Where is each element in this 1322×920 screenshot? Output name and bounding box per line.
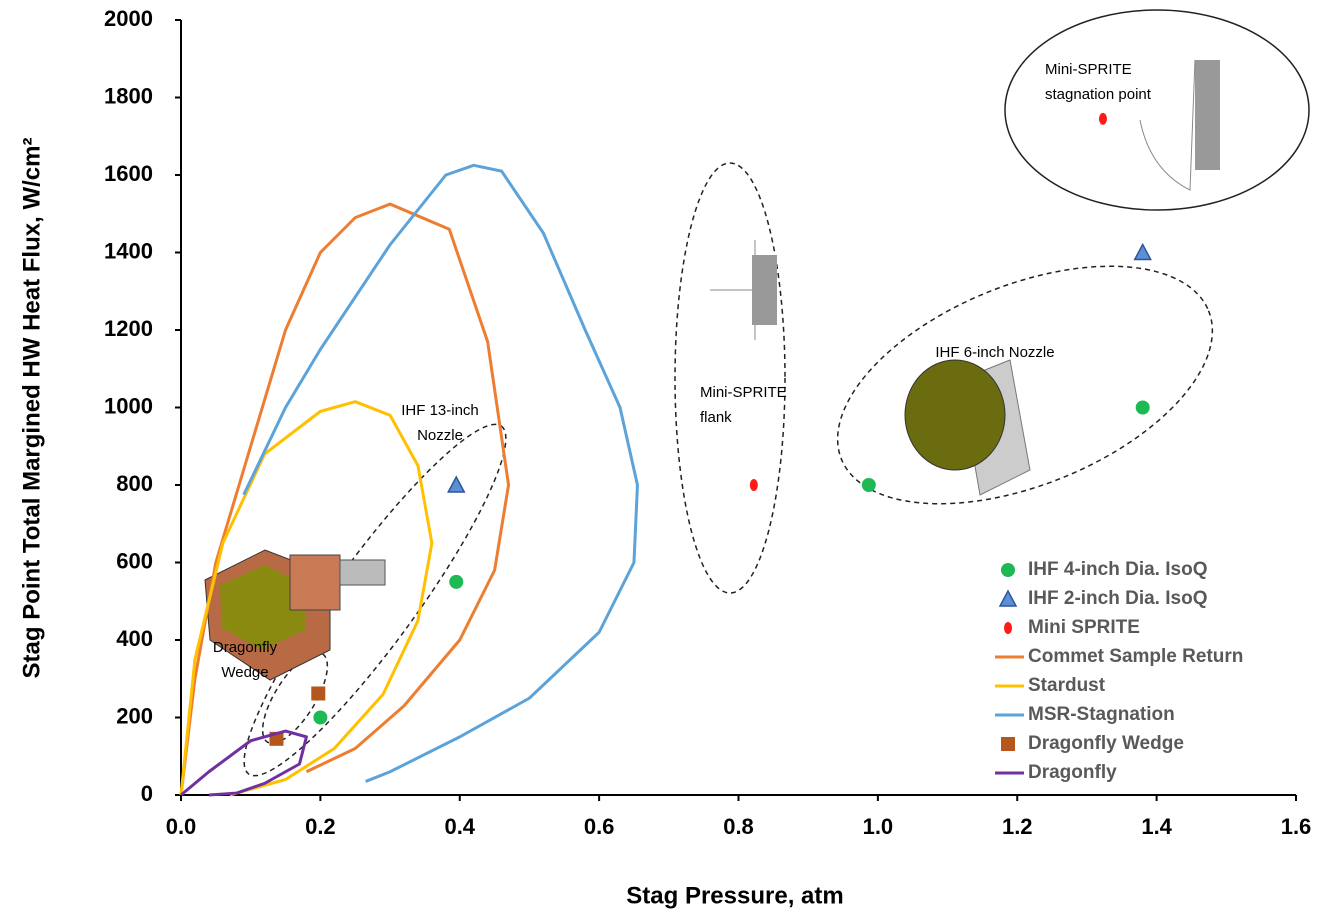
point — [447, 475, 466, 493]
y-tick-label: 600 — [116, 548, 153, 573]
x-tick-label: 1.4 — [1141, 814, 1172, 839]
y-axis-title: Stag Point Total Margined HW Heat Flux, … — [18, 138, 45, 679]
nozzle6-ellipse — [836, 265, 1214, 505]
legend-label: Dragonfly Wedge — [1028, 733, 1184, 754]
x-tick-label: 0.6 — [584, 814, 615, 839]
annotation: Wedge — [221, 664, 268, 681]
series-line — [179, 400, 434, 797]
wedge-nozzle — [339, 559, 386, 586]
annotation: Dragonfly — [213, 639, 278, 656]
series-line — [180, 729, 308, 797]
images — [204, 59, 1220, 681]
flank-shield — [752, 255, 777, 325]
point — [749, 479, 758, 491]
annotation: Mini-SPRITE — [1045, 61, 1132, 78]
legend-label: Stardust — [1028, 675, 1106, 696]
annotation: Nozzle — [417, 427, 463, 444]
x-tick-label: 1.6 — [1281, 814, 1312, 839]
y-tick-label: 2000 — [104, 6, 153, 31]
y-tick-label: 0 — [141, 781, 153, 806]
x-tick-label: 0.2 — [305, 814, 336, 839]
annotation: Mini-SPRITE — [700, 384, 787, 401]
point — [1098, 112, 1107, 125]
stag-shield — [1195, 60, 1220, 170]
y-tick-label: 1600 — [104, 161, 153, 186]
point — [313, 710, 328, 725]
legend-label: IHF 4-inch Dia. IsoQ — [1028, 559, 1207, 580]
point — [861, 478, 876, 492]
x-tick-label: 0.4 — [444, 814, 475, 839]
flank-drawing — [710, 240, 756, 340]
annotation: flank — [700, 409, 732, 426]
y-tick-label: 1000 — [104, 393, 153, 418]
stagnation-ellipse — [1004, 9, 1310, 211]
x-tick-label: 1.0 — [863, 814, 894, 839]
x-tick-label: 0.0 — [166, 814, 197, 839]
legend-label: Dragonfly — [1028, 762, 1117, 783]
y-tick-label: 1800 — [104, 83, 153, 108]
y-tick-label: 400 — [116, 626, 153, 651]
annotation: IHF 6-inch Nozzle — [935, 344, 1054, 361]
stag-drawing — [1139, 59, 1196, 191]
x-tick-label: 0.8 — [723, 814, 754, 839]
legend-label: Mini SPRITE — [1028, 617, 1140, 638]
legend-label: Commet Sample Return — [1028, 646, 1243, 667]
x-axis-title: Stag Pressure, atm — [626, 882, 843, 909]
series-line — [179, 202, 511, 796]
wedge-body — [289, 554, 341, 611]
y-tick-label: 1400 — [104, 238, 153, 263]
point — [1133, 242, 1152, 261]
y-tick-label: 800 — [116, 471, 153, 496]
y-tick-label: 200 — [116, 703, 153, 728]
annotation: stagnation point — [1045, 86, 1152, 103]
legend-swatch — [1004, 622, 1012, 634]
wedge-window — [220, 565, 305, 650]
point — [311, 686, 326, 701]
legend-swatch — [1001, 563, 1015, 577]
legend-label: IHF 2-inch Dia. IsoQ — [1028, 588, 1207, 609]
legend-swatch — [1001, 737, 1015, 751]
flank-ellipse — [674, 162, 786, 594]
x-tick-label: 1.2 — [1002, 814, 1033, 839]
y-tick-label: 1200 — [104, 316, 153, 341]
nozzle6-face — [904, 359, 1006, 471]
legend-label: MSR-Stagnation — [1028, 704, 1175, 725]
legend: IHF 4-inch Dia. IsoQ IHF 2-inch Dia. IsoQ… — [995, 559, 1243, 783]
point — [1135, 400, 1150, 415]
series-line — [242, 163, 639, 783]
legend-swatch — [998, 589, 1018, 607]
annotation: IHF 13-inch — [401, 402, 479, 419]
point — [449, 574, 464, 589]
